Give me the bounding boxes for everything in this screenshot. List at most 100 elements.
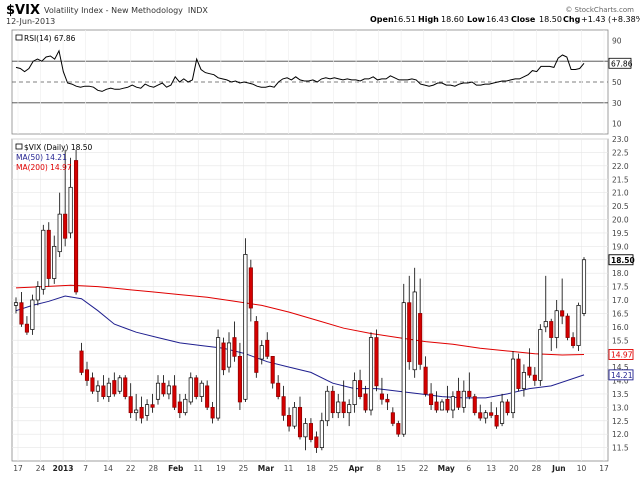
candle-body-up [461, 390, 466, 408]
candle [90, 372, 95, 394]
price-tick-label: 18.0 [612, 269, 629, 278]
candle-body-up [226, 342, 232, 368]
candle [429, 383, 434, 411]
candle [358, 369, 363, 400]
security-name: Volatility Index - New Methodology INDX [44, 6, 208, 15]
candle [505, 399, 510, 416]
candle [352, 372, 357, 413]
candle [84, 361, 90, 386]
candle-body-up [521, 372, 526, 389]
ohlc-open-value: 16.51 [393, 15, 416, 24]
candle-body-down [549, 321, 554, 338]
price-horizontal-grid [12, 138, 608, 448]
candle [538, 324, 543, 386]
candle-body-down [560, 310, 565, 317]
x-tick-label: 28 [148, 464, 158, 473]
rsi-line [15, 49, 585, 92]
candle [248, 259, 253, 322]
candle-body-down [407, 302, 412, 363]
candle-body-up [199, 382, 204, 397]
rsi-grid [12, 30, 608, 134]
x-tick-label: 7 [83, 464, 88, 473]
candle [532, 367, 537, 386]
candle [401, 283, 406, 437]
candle [237, 342, 242, 411]
candle [210, 401, 215, 424]
candle-body-up [216, 337, 221, 419]
candle [303, 418, 308, 451]
candle-body-up [166, 385, 171, 395]
candle [347, 399, 352, 427]
x-tick-label: 11 [194, 464, 204, 473]
candle-body-up [303, 423, 308, 438]
candle-body-down [265, 339, 270, 357]
candle [467, 372, 472, 400]
candle-body-up [450, 396, 455, 411]
price-tick-label: 15.5 [612, 336, 629, 345]
candle [543, 275, 548, 333]
candle-body-up [117, 377, 122, 392]
copyright-text: © StockCharts.com [565, 6, 634, 14]
candle-body-up [347, 404, 352, 414]
candle [434, 391, 439, 413]
rsi-tick-label: 10 [612, 120, 622, 129]
x-tick-label: Jun [551, 464, 565, 473]
candle-body-up [52, 245, 57, 279]
price-legend-title: $VIX (Daily) 18.50 [24, 143, 93, 152]
candle [500, 393, 505, 427]
price-tick-label: 19.0 [612, 242, 629, 251]
candle-body-up [243, 254, 248, 400]
candle [565, 313, 570, 341]
candle [418, 278, 423, 370]
candle-body-up [188, 377, 193, 403]
price-tag-box [608, 254, 634, 266]
candle [571, 332, 576, 349]
candle [161, 375, 166, 397]
x-tick-label: 15 [396, 464, 406, 473]
x-tick-label: 28 [532, 464, 542, 473]
candle-body-up [134, 409, 139, 414]
candle [117, 375, 122, 394]
candle-body-down [84, 369, 90, 381]
ohlc-chg-label: Chg [563, 15, 581, 24]
candle-body-down [150, 404, 155, 408]
candle-body-down [63, 213, 68, 239]
candle-body-up [483, 412, 488, 419]
x-tick-label: 25 [329, 464, 339, 473]
x-tick-label: 25 [239, 464, 249, 473]
candle [35, 281, 40, 306]
ma50-legend: MA(50) 14.21 [16, 153, 67, 162]
candle [24, 316, 29, 335]
candle-body-down [161, 382, 166, 395]
candle-body-down [467, 390, 472, 397]
candle [510, 350, 516, 419]
candle [472, 393, 477, 416]
price-legend: $VIX (Daily) 18.50 MA(50) 14.21 MA(200) … [15, 143, 93, 172]
price-tag-text: 18.50 [611, 256, 635, 265]
candle-body-up [13, 302, 19, 306]
candle-body-down [177, 401, 182, 414]
candle-body-down [123, 377, 128, 397]
rsi-tick-label: 90 [612, 36, 622, 45]
x-tick-label: 24 [36, 464, 46, 473]
ohlc-close-label: Close [511, 15, 536, 24]
candle [287, 407, 292, 432]
candle [177, 393, 182, 419]
candle [259, 340, 264, 365]
candle [155, 375, 161, 405]
candle-body-down [210, 406, 215, 419]
candle-body-down [396, 423, 401, 435]
candle-body-down [516, 358, 521, 389]
candle [390, 407, 395, 427]
candle [483, 410, 488, 424]
ma200-line [15, 284, 585, 356]
candle [325, 385, 330, 427]
candle [46, 222, 51, 287]
candle-body-down [390, 412, 395, 424]
price-tick-label: 13.5 [612, 390, 629, 399]
candle [19, 291, 24, 327]
x-tick-label: 19 [216, 464, 226, 473]
candle-body-up [319, 420, 324, 448]
candle [265, 332, 270, 360]
